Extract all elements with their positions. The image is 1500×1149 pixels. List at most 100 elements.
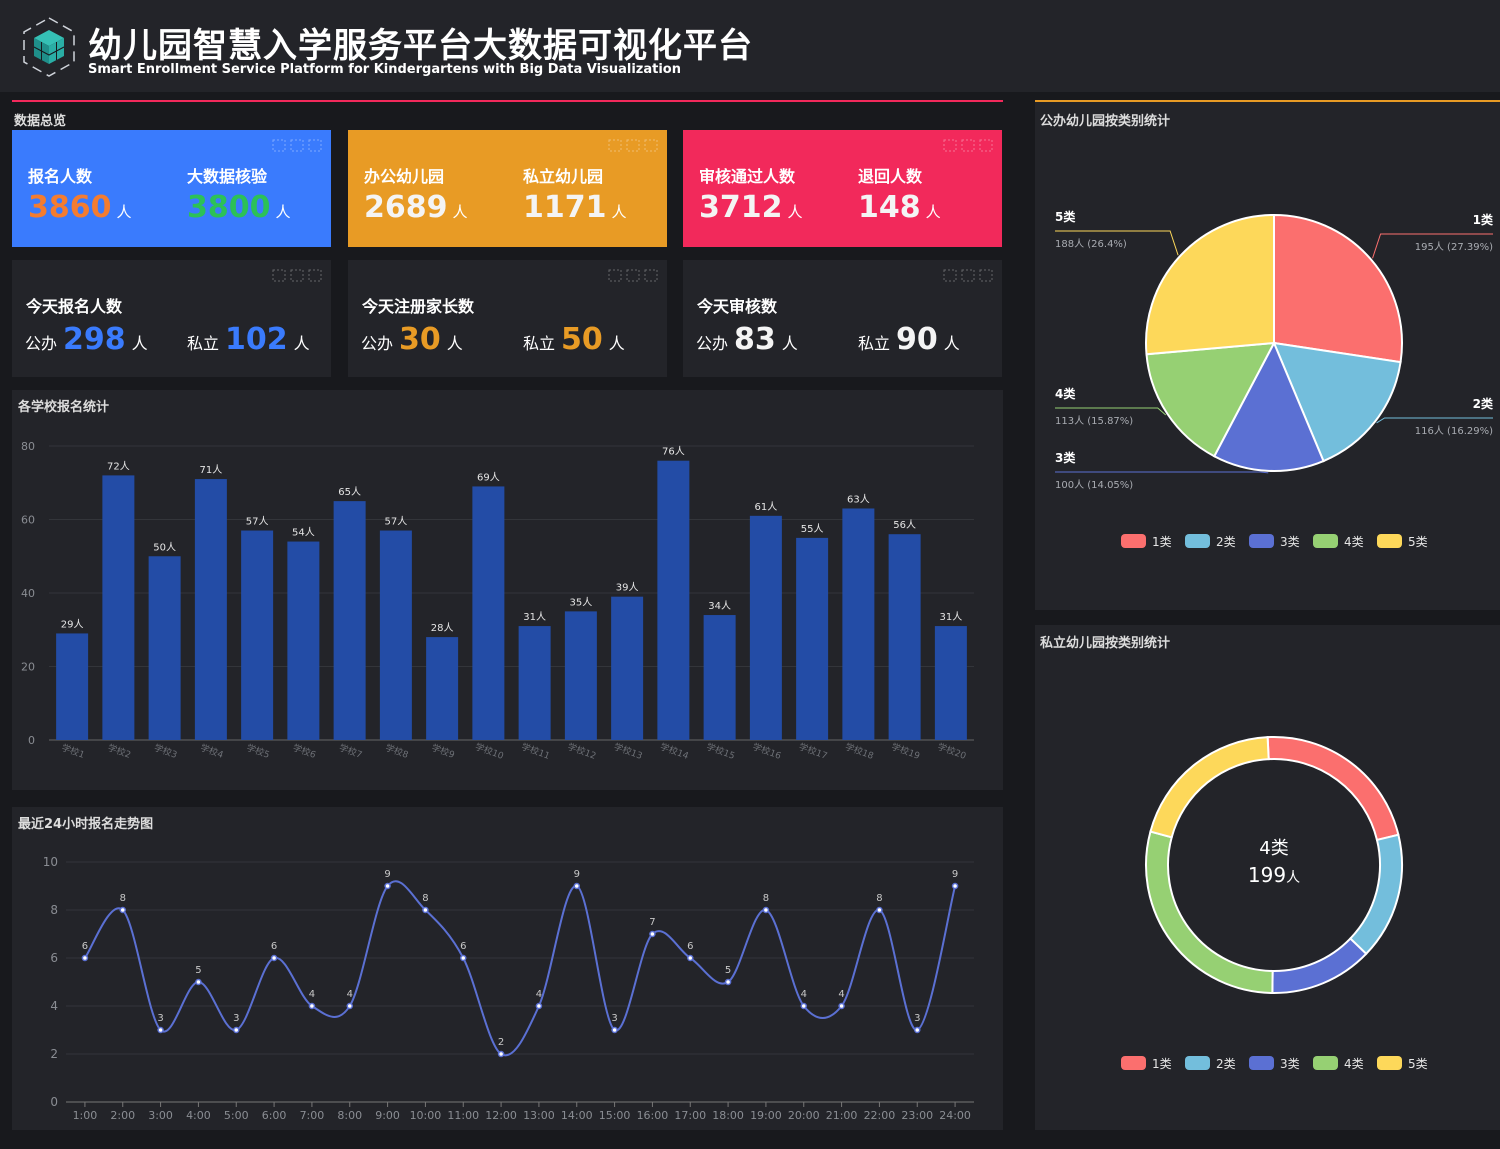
public-pie-chart: 1类 195人 (27.39%) 2类 116人 (16.29%) 3类 100人 (14… — [1055, 209, 1494, 549]
donut-center-value: 199人 — [1248, 863, 1300, 887]
bar-14 — [657, 460, 690, 740]
bar-7 — [333, 501, 366, 740]
x-tick-label: 学校12 — [566, 741, 598, 762]
label-approved: 审核通过人数 — [699, 167, 796, 186]
y-tick-label: 80 — [21, 440, 35, 453]
x-tick-label: 学校11 — [520, 741, 552, 762]
trend-point — [535, 1002, 543, 1010]
y-tick-label: 20 — [21, 661, 35, 674]
corner-deco-icon — [943, 269, 993, 282]
trend-value-label: 6 — [271, 941, 277, 952]
pie-leader-line — [1055, 471, 1269, 474]
pie-leader-line — [1055, 407, 1167, 416]
bar-9 — [426, 637, 459, 740]
x-tick-label: 3:00 — [148, 1109, 173, 1122]
trend-point — [460, 954, 467, 962]
bar-value-label: 54人 — [292, 527, 315, 539]
trend-value-label: 8 — [763, 893, 769, 904]
page-subtitle: Smart Enrollment Service Platform for Ki… — [88, 62, 681, 77]
trend-value-label: 6 — [460, 941, 466, 952]
pie-category-label: 5类 — [1055, 209, 1076, 224]
x-tick-label: 8:00 — [337, 1109, 362, 1122]
pie-slice-4 — [1145, 341, 1276, 458]
pie-category-label: 1类 — [1473, 212, 1494, 227]
legend-label: 5类 — [1408, 535, 1428, 549]
bar-value-label: 31人 — [523, 611, 546, 623]
card-enrollment: 报名人数 3860 人 大数据核验 3800 人 — [12, 130, 331, 247]
trend-value-label: 3 — [157, 1013, 163, 1024]
today-enroll-private: 私立 102 人 — [187, 322, 310, 357]
trend-point — [800, 1002, 807, 1010]
trend-value-label: 9 — [574, 869, 580, 880]
x-tick-label: 21:00 — [826, 1109, 858, 1122]
x-tick-label: 学校19 — [890, 741, 922, 762]
card-today-review: 今天审核数 公办 83 人 私立 90 人 — [683, 260, 1002, 377]
x-tick-label: 24:00 — [939, 1109, 971, 1122]
x-tick-label: 学校7 — [337, 741, 363, 760]
trend-value-label: 8 — [422, 893, 428, 904]
bar-value-label: 72人 — [107, 460, 130, 472]
pie-category-label: 2类 — [1473, 396, 1494, 411]
x-tick-label: 学校1 — [60, 741, 86, 760]
label-today-parents: 今天注册家长数 — [362, 297, 475, 316]
corner-deco-icon — [608, 139, 658, 152]
y-tick-label: 10 — [43, 855, 58, 869]
donut-center-label: 4类 — [1259, 838, 1288, 859]
legend-swatch — [1121, 1056, 1146, 1070]
x-tick-label: 11:00 — [447, 1109, 479, 1122]
x-tick-label: 学校8 — [384, 741, 411, 760]
corner-deco-icon — [608, 269, 658, 282]
x-tick-label: 4:00 — [186, 1109, 211, 1122]
bar-value-label: 65人 — [338, 486, 361, 498]
card-today-enroll: 今天报名人数 公办 298 人 私立 102 人 — [12, 260, 331, 377]
legend-swatch — [1249, 1056, 1274, 1070]
bar-5 — [241, 530, 274, 740]
bar-value-label: 69人 — [477, 471, 500, 483]
legend-label: 3类 — [1280, 535, 1300, 549]
legend-label: 1类 — [1152, 535, 1172, 549]
y-tick-label: 40 — [21, 587, 35, 600]
label-today-enroll: 今天报名人数 — [26, 297, 123, 316]
trend-value-label: 2 — [498, 1037, 504, 1048]
bar-value-label: 29人 — [61, 618, 84, 630]
public-pie-title: 公办幼儿园按类别统计 — [1040, 114, 1171, 129]
x-tick-label: 5:00 — [224, 1109, 249, 1122]
trend-point — [422, 906, 429, 914]
today-parents-private: 私立 50 人 — [523, 322, 625, 357]
card-today-parents: 今天注册家长数 公办 30 人 私立 50 人 — [348, 260, 667, 377]
label-private-kg: 私立幼儿园 — [523, 167, 604, 186]
trend-line-chart: 0 2 4 6 8 10 1:00 2:00 3:00 4:00 5:00 6:00 7:00 8:00 9… — [43, 855, 974, 1122]
pie-category-label: 3类 — [1055, 450, 1076, 465]
donut-slice-5 — [1149, 736, 1270, 839]
legend-label: 4类 — [1344, 535, 1364, 549]
pie-leader-line — [1376, 417, 1493, 424]
pie-slice-5 — [1145, 213, 1275, 356]
x-tick-label: 16:00 — [637, 1109, 669, 1122]
trend-value-label: 4 — [838, 989, 844, 1000]
donut-slice-3 — [1271, 937, 1368, 994]
label-verified: 大数据核验 — [187, 167, 268, 186]
legend-label: 3类 — [1280, 1057, 1300, 1071]
pie-slice-1 — [1273, 213, 1403, 364]
bar-value-label: 57人 — [385, 516, 408, 528]
pie-value-label: 100人 (14.05%) — [1055, 479, 1133, 491]
bar-value-label: 34人 — [708, 600, 731, 612]
pie-slice-2 — [1272, 341, 1402, 463]
pie-value-label: 195人 (27.39%) — [1415, 241, 1493, 253]
today-review-public: 公办 83 人 — [696, 322, 798, 357]
trend-value-label: 4 — [801, 989, 807, 1000]
bar-12 — [564, 611, 597, 740]
legend-label: 2类 — [1216, 1057, 1236, 1071]
bar-16 — [749, 515, 782, 740]
x-tick-label: 学校18 — [844, 741, 876, 762]
legend-label: 4类 — [1344, 1057, 1364, 1071]
trend-value-label: 6 — [82, 941, 88, 952]
page-title: 幼儿园智慧入学服务平台大数据可视化平台 — [88, 26, 753, 66]
bar-value-label: 28人 — [431, 622, 454, 634]
corner-deco-icon — [272, 269, 322, 282]
trend-line — [84, 880, 957, 1057]
school-chart-title: 各学校报名统计 — [18, 400, 110, 415]
x-tick-label: 学校20 — [936, 741, 968, 762]
y-tick-label: 0 — [28, 734, 35, 747]
x-tick-label: 22:00 — [864, 1109, 896, 1122]
